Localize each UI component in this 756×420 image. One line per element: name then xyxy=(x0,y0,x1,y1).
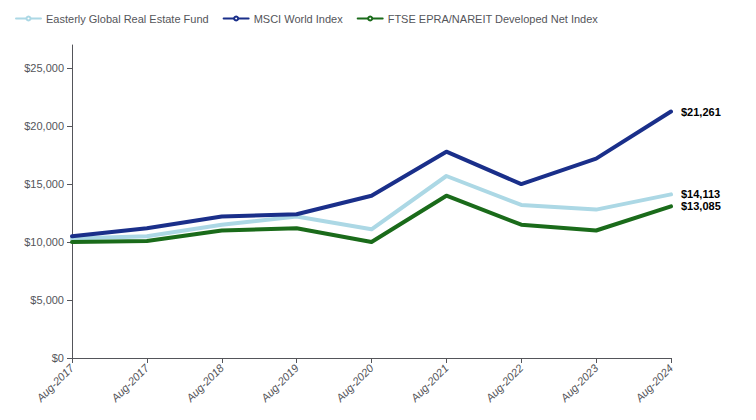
svg-text:$5,000: $5,000 xyxy=(30,294,64,306)
svg-text:$0: $0 xyxy=(52,352,64,364)
svg-text:Aug-2023: Aug-2023 xyxy=(557,361,601,405)
svg-text:$10,000: $10,000 xyxy=(24,236,64,248)
svg-text:Aug-2017: Aug-2017 xyxy=(33,361,77,405)
svg-text:Aug-2021: Aug-2021 xyxy=(408,362,451,405)
svg-text:MSCI World Index: MSCI World Index xyxy=(254,13,344,25)
svg-text:Aug-2019: Aug-2019 xyxy=(258,362,301,405)
svg-text:FTSE EPRA/NAREIT Developed Net: FTSE EPRA/NAREIT Developed Net Index xyxy=(388,13,599,25)
svg-text:$13,085: $13,085 xyxy=(681,200,721,212)
svg-text:Aug-2020: Aug-2020 xyxy=(333,361,377,405)
svg-text:$20,000: $20,000 xyxy=(24,120,64,132)
svg-text:Aug-2022: Aug-2022 xyxy=(483,362,526,405)
svg-text:$14,113: $14,113 xyxy=(681,188,720,200)
svg-text:$21,261: $21,261 xyxy=(681,106,721,118)
svg-text:Aug-2024: Aug-2024 xyxy=(632,362,675,405)
svg-text:Easterly Global Real Estate Fu: Easterly Global Real Estate Fund xyxy=(46,13,209,25)
svg-text:$25,000: $25,000 xyxy=(24,62,64,74)
svg-text:Aug-2017: Aug-2017 xyxy=(108,361,152,405)
svg-text:Aug-2018: Aug-2018 xyxy=(183,361,227,405)
svg-text:$15,000: $15,000 xyxy=(24,178,64,190)
